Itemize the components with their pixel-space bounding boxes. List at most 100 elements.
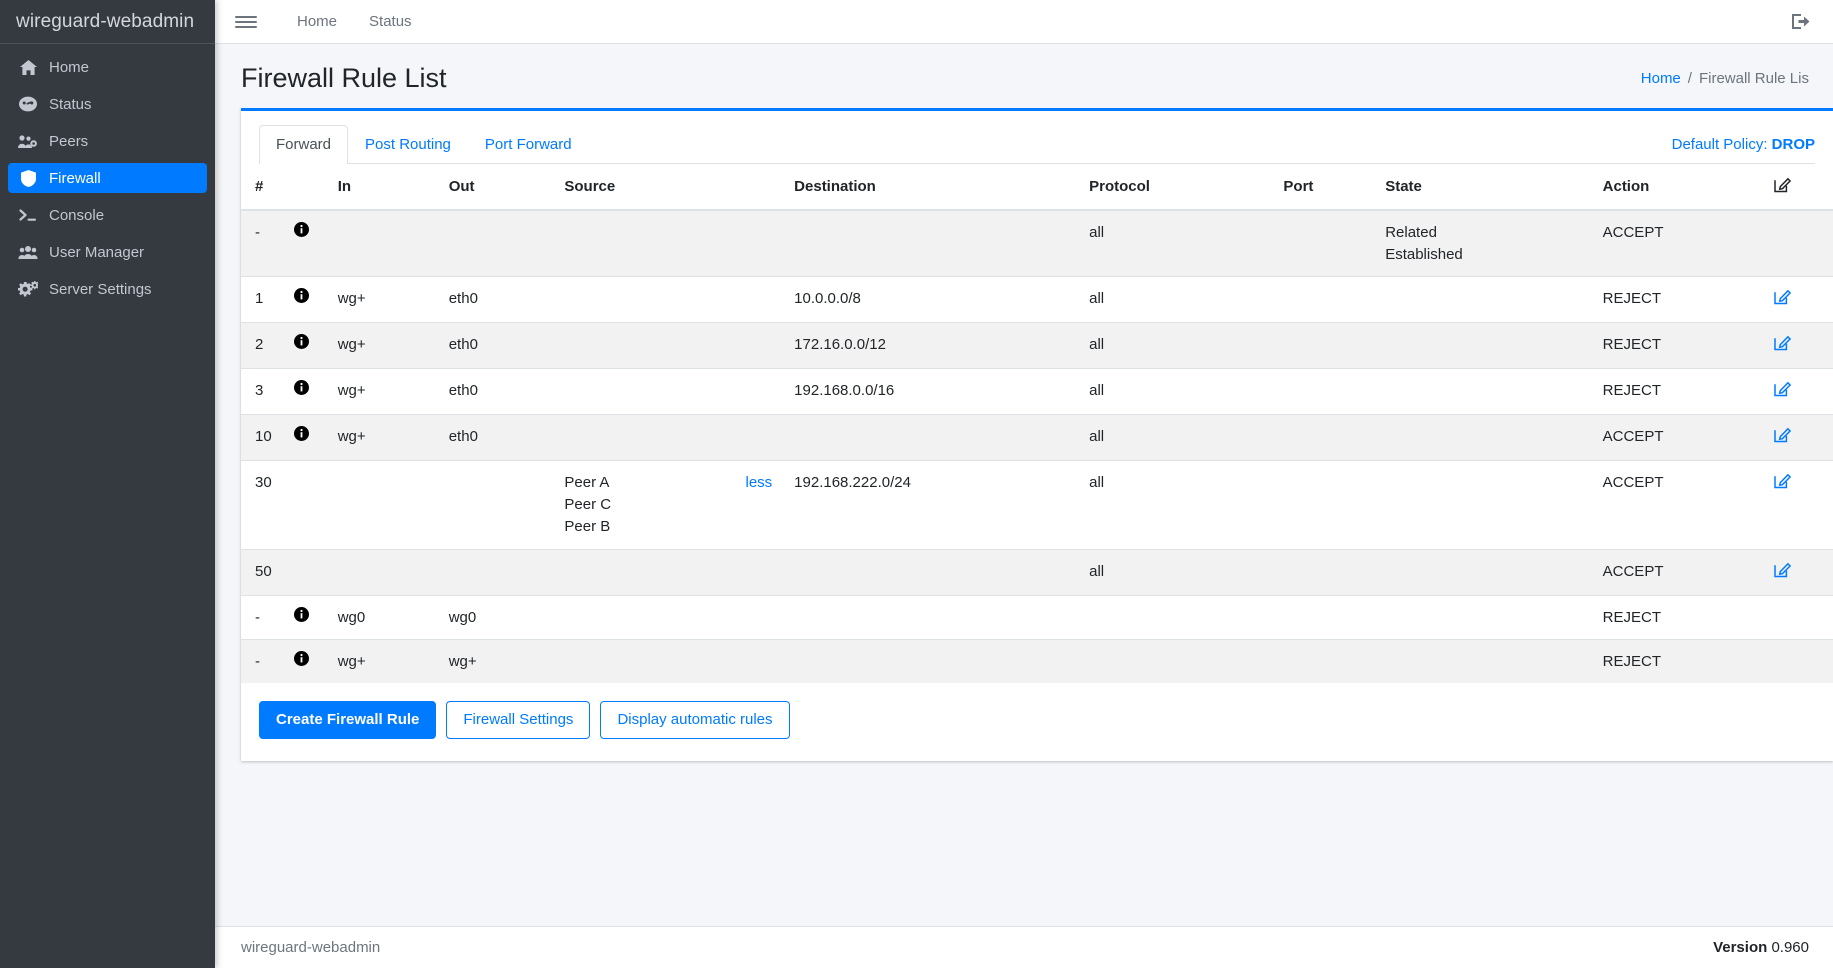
cell-out: wg0 (440, 594, 557, 640)
col-info (285, 163, 330, 211)
state-value: Established (1385, 245, 1463, 263)
cell-info (285, 276, 330, 323)
cell-source (556, 594, 730, 640)
content-area: Home Status Firewall Rule List Home / Fire… (215, 0, 1833, 968)
cell-source (556, 322, 730, 369)
info-icon[interactable] (293, 650, 309, 666)
edit-rule-icon[interactable] (1774, 334, 1792, 351)
cell-destination (786, 209, 1082, 277)
cell-edit (1768, 594, 1833, 640)
sidebar-nav: Home Status Peers (0, 44, 215, 311)
col-action: Action (1594, 163, 1769, 211)
cell-protocol: all (1081, 368, 1276, 415)
page-title: Firewall Rule List (241, 63, 447, 93)
col-in: In (329, 163, 441, 211)
cell-action: REJECT (1594, 368, 1769, 415)
cell-destination: 192.168.222.0/24 (786, 460, 1082, 550)
cell-protocol: all (1081, 276, 1276, 323)
sidebar-item-label: Peers (49, 132, 89, 150)
cell-out: wg+ (440, 638, 557, 683)
cell-less (729, 322, 787, 369)
info-icon[interactable] (293, 426, 309, 442)
edit-rule-icon[interactable] (1774, 426, 1792, 443)
sidebar-item-user-manager[interactable]: User Manager (8, 237, 207, 267)
topbar-link-status[interactable]: Status (369, 13, 412, 30)
cell-number: 1 (241, 276, 286, 323)
default-policy[interactable]: Default Policy: DROP (1672, 136, 1815, 163)
sidebar-item-status[interactable]: Status (8, 89, 207, 119)
action-button-row: Create Firewall Rule Firewall Settings D… (241, 683, 1833, 761)
cell-less: less (729, 460, 787, 550)
col-less (729, 163, 787, 211)
cell-in: wg0 (329, 594, 441, 640)
footer-brand: wireguard-webadmin (241, 939, 381, 956)
cell-source (556, 638, 730, 683)
cell-state (1377, 414, 1595, 461)
cell-number: 30 (241, 460, 286, 550)
cell-info (285, 460, 330, 550)
edit-rule-icon[interactable] (1774, 561, 1792, 578)
col-number: # (241, 163, 286, 211)
cell-protocol: all (1081, 322, 1276, 369)
users-icon (18, 243, 38, 261)
info-icon[interactable] (293, 606, 309, 622)
cell-state (1377, 594, 1595, 640)
table-body: - all Related Established ACCEPT 1 wg+ eth0 10.0… (241, 209, 1833, 683)
create-firewall-rule-button[interactable]: Create Firewall Rule (259, 700, 437, 739)
sidebar-item-peers[interactable]: Peers (8, 126, 207, 156)
info-icon[interactable] (293, 288, 309, 304)
cell-port (1275, 638, 1378, 683)
cell-number: 50 (241, 548, 286, 596)
sidebar-item-console[interactable]: Console (8, 200, 207, 230)
cell-number: 10 (241, 414, 286, 461)
sidebar-item-home[interactable]: Home (8, 52, 207, 82)
info-icon[interactable] (293, 221, 309, 237)
firewall-rules-table: # In Out Source Destination Protocol Por… (241, 163, 1833, 683)
table-row: 50 all ACCEPT (241, 548, 1833, 596)
tab-forward[interactable]: Forward (259, 125, 349, 164)
logout-icon[interactable] (1792, 13, 1813, 30)
sidebar-item-server-settings[interactable]: Server Settings (8, 274, 207, 304)
cell-out: eth0 (440, 414, 557, 461)
tab-port-forward[interactable]: Port Forward (484, 136, 572, 154)
cell-in (329, 209, 441, 277)
edit-icon[interactable] (1774, 176, 1792, 193)
info-icon[interactable] (293, 334, 309, 350)
sidebar-item-label: Status (49, 95, 92, 113)
breadcrumb-home[interactable]: Home (1640, 69, 1681, 87)
tab-post-routing[interactable]: Post Routing (365, 136, 451, 154)
cell-in: wg+ (329, 276, 441, 323)
topbar-link-home[interactable]: Home (297, 13, 338, 30)
cell-number: 3 (241, 368, 286, 415)
cell-in: wg+ (329, 638, 441, 683)
sidebar-item-firewall[interactable]: Firewall (8, 163, 207, 193)
cell-source (556, 368, 730, 415)
display-automatic-rules-button[interactable]: Display automatic rules (600, 700, 790, 739)
col-source: Source (556, 163, 730, 211)
sidebar: wireguard-webadmin Home Status (0, 0, 215, 968)
cell-info (285, 548, 330, 596)
firewall-rule-card: Forward Post Routing Port Forward Defaul… (241, 108, 1833, 761)
edit-rule-icon[interactable] (1774, 472, 1792, 489)
firewall-settings-button[interactable]: Firewall Settings (446, 700, 591, 739)
edit-rule-icon[interactable] (1774, 380, 1792, 397)
gauge-icon (18, 95, 38, 113)
cell-number: - (241, 209, 286, 277)
cell-less (729, 276, 787, 323)
cell-destination: 172.16.0.0/12 (786, 322, 1082, 369)
table-head: # In Out Source Destination Protocol Por… (241, 163, 1833, 211)
less-link[interactable]: less (745, 474, 773, 492)
cell-action: ACCEPT (1594, 460, 1769, 550)
cell-info (285, 638, 330, 683)
cell-out (440, 460, 557, 550)
cell-protocol: all (1081, 460, 1276, 550)
page-header: Firewall Rule List Home / Firewall Rule Li… (215, 44, 1833, 109)
info-icon[interactable] (293, 380, 309, 396)
cell-in (329, 548, 441, 596)
hamburger-icon[interactable] (235, 11, 257, 33)
edit-rule-icon[interactable] (1774, 288, 1792, 305)
cell-out: eth0 (440, 368, 557, 415)
cell-source (556, 209, 730, 277)
col-edit (1768, 163, 1833, 211)
